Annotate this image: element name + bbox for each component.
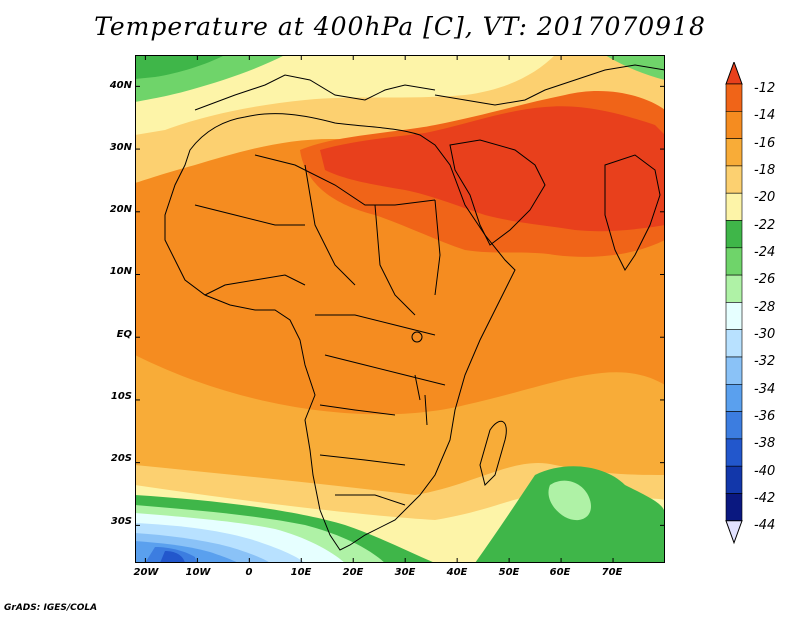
colorbar-label: -34 — [754, 382, 776, 397]
colorbar-segment — [725, 465, 743, 494]
colorbar-segment — [725, 411, 743, 440]
lat-label: 20S — [110, 453, 132, 464]
coastlines — [164, 64, 665, 551]
colorbar-label: -18 — [754, 163, 776, 178]
colorbar-label: -12 — [754, 81, 776, 96]
colorbar-label: -14 — [754, 108, 776, 123]
lon-label: 20E — [342, 567, 364, 578]
colorbar-segment — [725, 247, 743, 276]
lon-label: 10W — [185, 567, 211, 578]
colorbar-segment — [725, 165, 743, 194]
field-band-north-pale — [135, 55, 555, 135]
lon-label: 60E — [549, 567, 571, 578]
field-band-north-green2 — [135, 55, 225, 79]
colorbar-label: -42 — [754, 491, 776, 506]
colorbar — [725, 62, 743, 545]
map-plot-area — [135, 55, 665, 563]
axis-ticks — [135, 55, 665, 563]
lon-label: 10E — [290, 567, 312, 578]
colorbar-segment — [725, 83, 743, 112]
colorbar-segment — [725, 192, 743, 221]
field-band-c40 — [160, 551, 185, 563]
colorbar-label: -28 — [754, 300, 776, 315]
field-hot-core — [320, 106, 665, 232]
lat-label: 40N — [109, 80, 132, 91]
lat-label: 20N — [109, 204, 132, 215]
colorbar-label: -44 — [754, 518, 776, 533]
colorbar-segment — [725, 110, 743, 139]
plot-title: Temperature at 400hPa [C], VT: 201707091… — [94, 12, 706, 41]
colorbar-segment — [725, 138, 743, 167]
colorbar-label: -40 — [754, 464, 776, 479]
credit-text: GrADS: IGES/COLA — [4, 603, 98, 613]
colorbar-label: -16 — [754, 136, 776, 151]
map-frame — [135, 55, 665, 563]
colorbar-segment — [725, 383, 743, 412]
colorbar-label: -30 — [754, 327, 776, 342]
lat-label: 30S — [110, 516, 132, 527]
lon-label: 50E — [498, 567, 520, 578]
lon-label: 20W — [133, 567, 159, 578]
lon-label: 70E — [601, 567, 623, 578]
colorbar-segment — [725, 329, 743, 358]
lat-label: 30N — [109, 142, 132, 153]
lon-label: 30E — [394, 567, 416, 578]
colorbar-segment — [725, 493, 743, 522]
colorbar-bottom-arrow — [725, 520, 743, 545]
colorbar-segment — [725, 274, 743, 303]
colorbar-label: -26 — [754, 272, 776, 287]
lat-label: 10S — [110, 391, 132, 402]
colorbar-top-arrow — [725, 62, 743, 85]
colorbar-label: -32 — [754, 354, 776, 369]
lat-label: EQ — [116, 329, 132, 340]
colorbar-segment — [725, 220, 743, 249]
colorbar-label: -38 — [754, 436, 776, 451]
colorbar-label: -22 — [754, 218, 776, 233]
lon-label: 40E — [446, 567, 468, 578]
colorbar-segment — [725, 438, 743, 467]
colorbar-label: -24 — [754, 245, 776, 260]
colorbar-segment — [725, 302, 743, 330]
colorbar-label: -20 — [754, 190, 776, 205]
field-band-north-green3 — [605, 55, 665, 80]
colorbar-label: -36 — [754, 409, 776, 424]
field-band-lightgreen-se — [548, 480, 591, 521]
colorbar-segment — [725, 356, 743, 385]
lat-label: 10N — [109, 266, 132, 277]
lon-label: 0 — [245, 567, 253, 578]
